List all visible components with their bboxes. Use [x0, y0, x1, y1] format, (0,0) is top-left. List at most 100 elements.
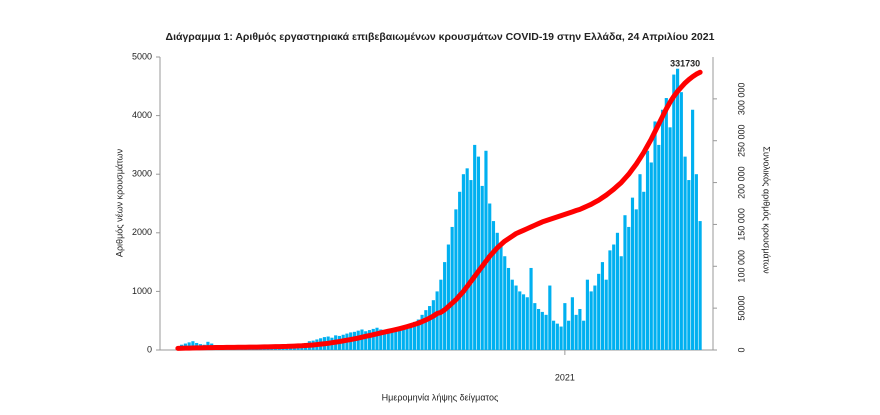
bar: [668, 127, 672, 350]
bar: [589, 291, 593, 350]
bar: [499, 244, 503, 350]
bar: [518, 291, 522, 350]
bar: [555, 323, 559, 350]
bar: [683, 156, 687, 350]
bar: [379, 329, 383, 350]
y-tick-label: 4000: [132, 110, 152, 120]
bar: [525, 297, 529, 350]
bar: [529, 267, 533, 350]
bar: [413, 321, 417, 350]
bar: [503, 256, 507, 350]
bar: [435, 291, 439, 350]
bar: [495, 232, 499, 350]
y-tick-label: 0: [147, 344, 152, 354]
bar: [454, 209, 458, 350]
bar: [691, 109, 695, 351]
bar: [672, 74, 676, 350]
bar: [638, 174, 642, 350]
bar: [657, 144, 661, 350]
bar: [570, 297, 574, 350]
bar: [514, 285, 518, 350]
bar: [382, 330, 387, 350]
cumulative-line: [175, 69, 703, 351]
bar: [619, 256, 623, 350]
bar: [597, 273, 601, 350]
bar: [510, 279, 514, 350]
bar: [401, 326, 405, 350]
bar: [367, 330, 372, 350]
bar: [630, 197, 635, 350]
y-tick-label: 3000: [132, 169, 152, 179]
y2-tick-label: 250 000: [736, 124, 746, 157]
bar: [642, 191, 646, 350]
bar: [405, 325, 409, 350]
bar: [488, 203, 492, 350]
bar: [375, 327, 379, 350]
bar: [645, 150, 650, 350]
bar: [428, 306, 432, 350]
bar: [469, 180, 473, 350]
bar: [653, 121, 657, 351]
y-tick-label: 5000: [132, 51, 152, 61]
bar: [574, 314, 578, 350]
chart-title: Διάγραμμα 1: Αριθμός εργαστηριακά επιβεβ…: [166, 31, 715, 43]
bar: [585, 279, 589, 350]
y-axis-label: Αριθμός νέων κρουσμάτων: [114, 148, 124, 257]
x-tick-label: 2021: [555, 372, 575, 382]
y2-axis-label: Συνολικός αριθμός κρουσμάτων: [762, 146, 772, 274]
bar: [465, 168, 469, 350]
bar: [615, 232, 620, 350]
bar: [394, 330, 398, 350]
bar: [563, 303, 567, 350]
bar: [698, 221, 702, 350]
y2-tick-label: 300 000: [736, 83, 746, 116]
bar: [552, 320, 556, 350]
annotation: 331730: [670, 59, 700, 69]
bar: [443, 262, 447, 350]
bar: [582, 320, 586, 350]
bar: [424, 310, 428, 350]
bar: [608, 250, 612, 350]
bar: [548, 285, 552, 350]
bar: [386, 331, 390, 350]
bar: [694, 174, 698, 350]
bar: [446, 244, 450, 350]
bar: [600, 262, 605, 350]
bar: [559, 326, 563, 350]
y-tick-label: 2000: [132, 227, 152, 237]
bar: [604, 279, 608, 350]
bar: [612, 244, 616, 350]
bar: [627, 226, 631, 350]
bar: [450, 226, 454, 350]
bar: [461, 174, 465, 350]
bar: [578, 308, 582, 350]
bar: [409, 323, 413, 350]
bar: [687, 180, 691, 350]
bar: [676, 68, 680, 350]
y-tick-label: 1000: [132, 286, 152, 296]
bar: [371, 328, 375, 350]
bar: [536, 308, 541, 350]
bar: [533, 303, 537, 350]
bar: [390, 331, 394, 350]
bar: [664, 98, 668, 351]
bar: [491, 221, 496, 350]
bar: [473, 144, 477, 350]
bar: [431, 300, 435, 350]
bar: [679, 92, 683, 350]
bar: [623, 215, 627, 350]
bar: [364, 331, 368, 350]
bar: [521, 294, 526, 350]
bar: [420, 314, 424, 350]
y2-tick-label: 100 000: [736, 250, 746, 283]
bar: [506, 267, 511, 350]
bar: [476, 156, 481, 350]
bar: [416, 319, 420, 350]
y2-tick-label: 0: [736, 347, 746, 352]
bar: [458, 191, 462, 350]
bar: [540, 311, 544, 350]
y2-tick-label: 150 000: [736, 208, 746, 241]
bar: [593, 285, 597, 350]
bar: [484, 150, 488, 350]
